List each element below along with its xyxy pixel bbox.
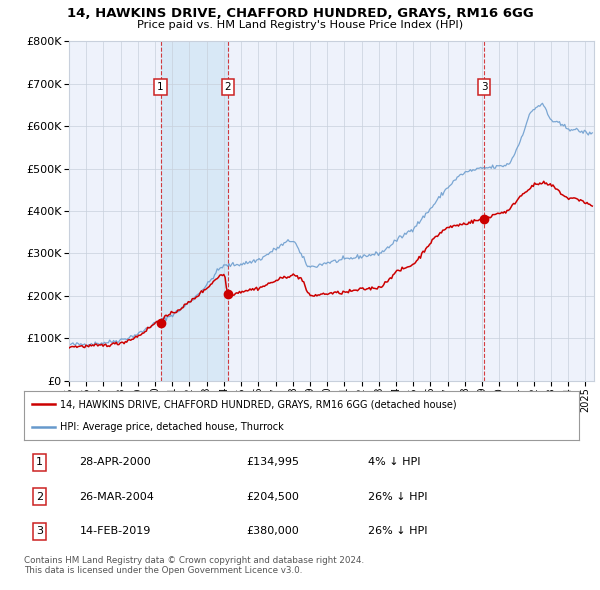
Text: 14-FEB-2019: 14-FEB-2019 [79, 526, 151, 536]
Text: 26-MAR-2004: 26-MAR-2004 [79, 492, 154, 502]
Text: HPI: Average price, detached house, Thurrock: HPI: Average price, detached house, Thur… [60, 422, 284, 432]
Text: 1: 1 [36, 457, 43, 467]
Text: £134,995: £134,995 [246, 457, 299, 467]
Text: 3: 3 [36, 526, 43, 536]
Text: Price paid vs. HM Land Registry's House Price Index (HPI): Price paid vs. HM Land Registry's House … [137, 19, 463, 30]
Text: 4% ↓ HPI: 4% ↓ HPI [368, 457, 421, 467]
Text: 26% ↓ HPI: 26% ↓ HPI [368, 526, 428, 536]
Text: £204,500: £204,500 [246, 492, 299, 502]
Text: Contains HM Land Registry data © Crown copyright and database right 2024.: Contains HM Land Registry data © Crown c… [24, 556, 364, 565]
Text: 28-APR-2000: 28-APR-2000 [79, 457, 151, 467]
Text: 2: 2 [224, 82, 231, 92]
Text: 14, HAWKINS DRIVE, CHAFFORD HUNDRED, GRAYS, RM16 6GG (detached house): 14, HAWKINS DRIVE, CHAFFORD HUNDRED, GRA… [60, 399, 457, 409]
Text: £380,000: £380,000 [246, 526, 299, 536]
Text: 2: 2 [36, 492, 43, 502]
Bar [161, 41, 228, 381]
Text: 3: 3 [481, 82, 487, 92]
Text: This data is licensed under the Open Government Licence v3.0.: This data is licensed under the Open Gov… [24, 566, 302, 575]
Text: 26% ↓ HPI: 26% ↓ HPI [368, 492, 428, 502]
Text: 14, HAWKINS DRIVE, CHAFFORD HUNDRED, GRAYS, RM16 6GG: 14, HAWKINS DRIVE, CHAFFORD HUNDRED, GRA… [67, 8, 533, 21]
Text: 1: 1 [157, 82, 164, 92]
